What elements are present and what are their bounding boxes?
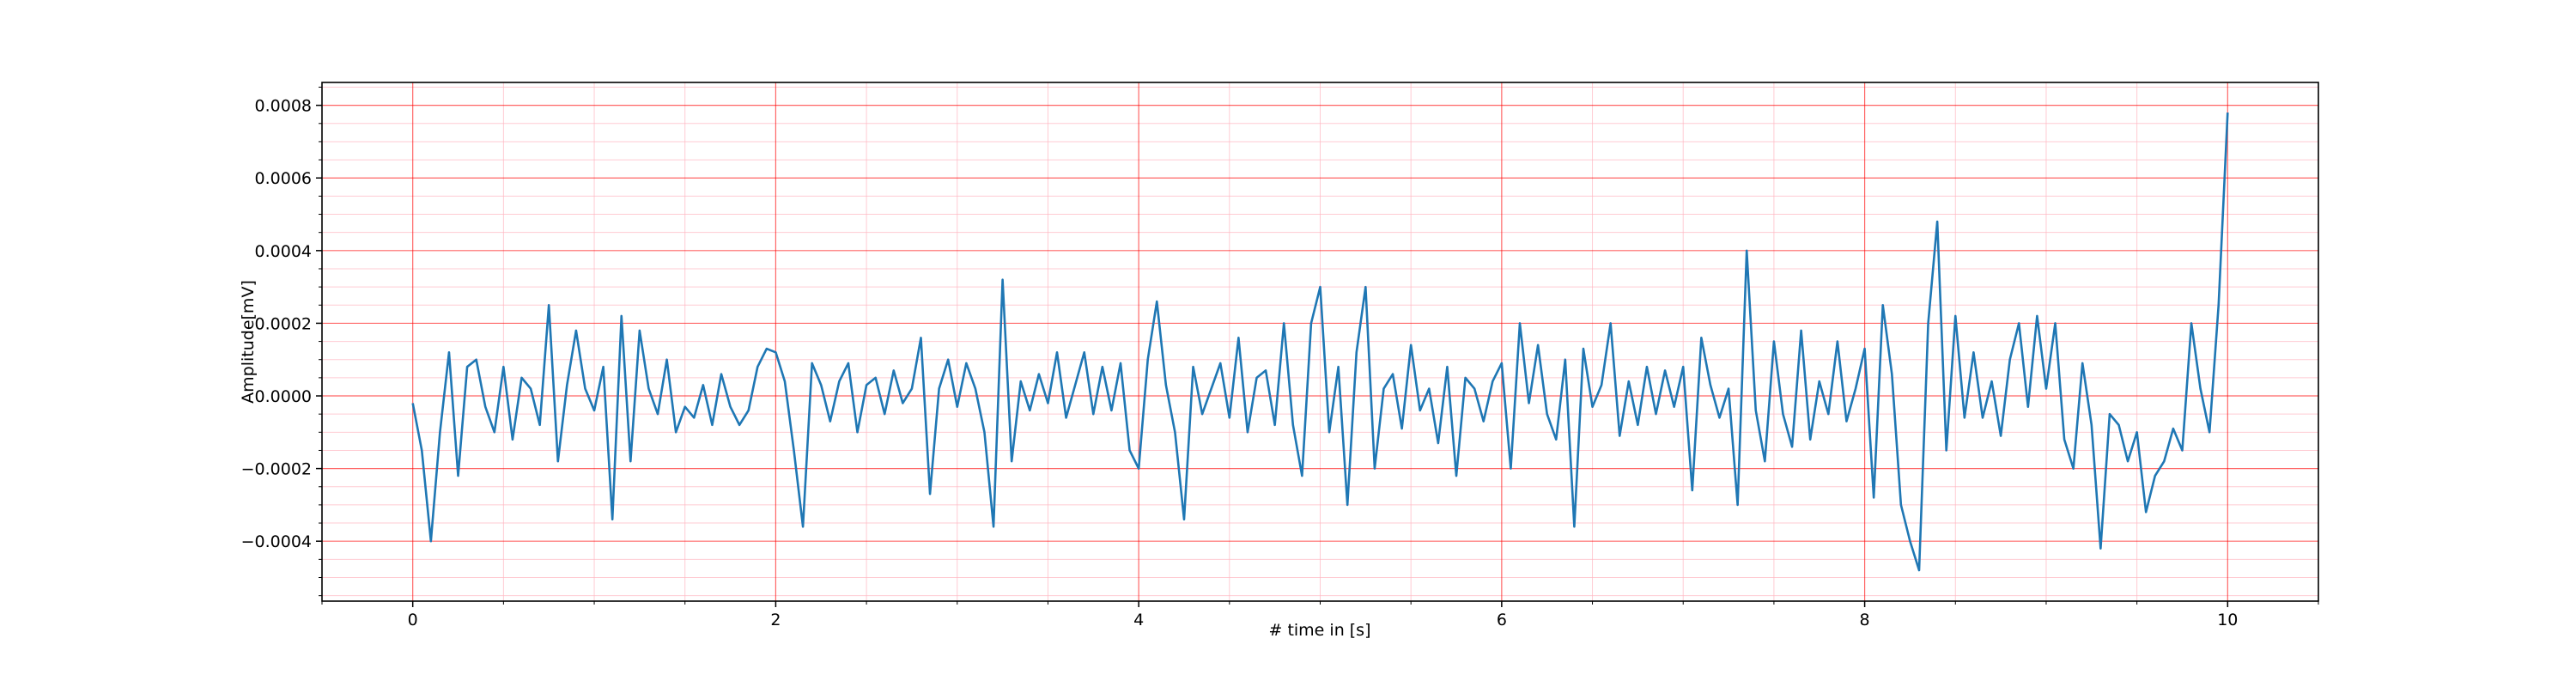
y-tick-label: 0.0004 <box>255 242 312 261</box>
x-tick-label: 8 <box>1860 611 1870 629</box>
y-axis-label: Amplitude[mV] <box>239 280 258 404</box>
ticks: 0 2 4 6 8 10 −0.0004 −0.0002 0.0000 0.0002 0.0004 0… <box>241 86 2319 629</box>
y-tick-label: 0.0006 <box>255 169 312 188</box>
x-tick-label: 6 <box>1497 611 1507 629</box>
y-tick-label: −0.0004 <box>241 532 312 551</box>
x-tick-label: 4 <box>1133 611 1144 629</box>
y-tick-label: 0.0002 <box>255 314 312 333</box>
x-tick-label: 10 <box>2217 611 2238 629</box>
x-tick-label: 0 <box>408 611 418 629</box>
y-tick-label: 0.0000 <box>255 387 312 406</box>
signal-line <box>411 112 2229 572</box>
y-tick-label: 0.0008 <box>255 97 312 116</box>
plot-area <box>411 112 2229 572</box>
x-tick-label: 2 <box>770 611 781 629</box>
x-axis-label: # time in [s] <box>1268 621 1370 640</box>
y-tick-label: −0.0002 <box>241 460 312 479</box>
grid <box>321 82 2319 601</box>
